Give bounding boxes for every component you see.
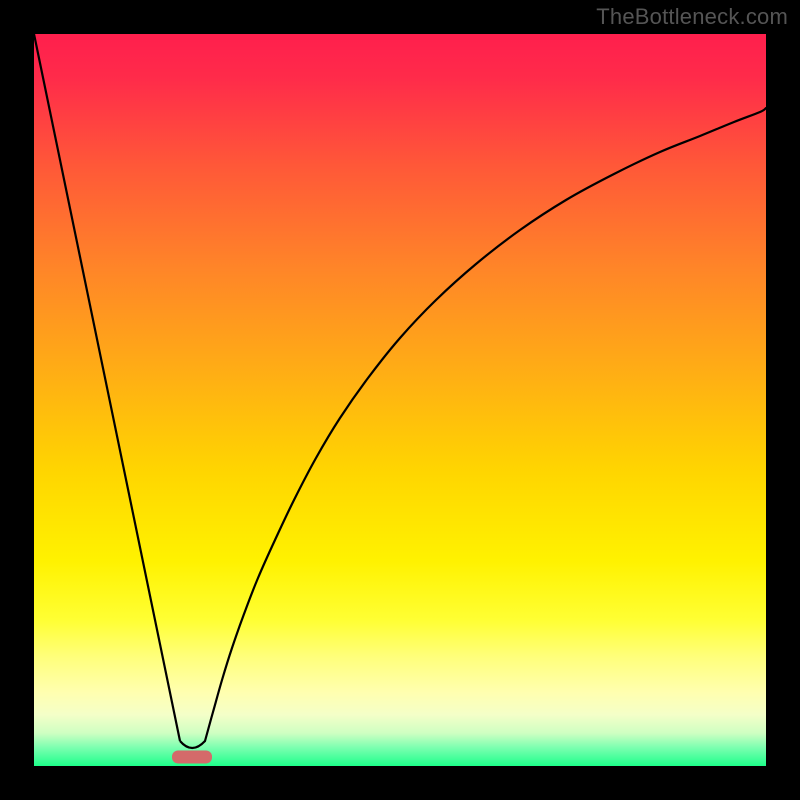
optimal-marker	[172, 751, 212, 764]
chart-container: TheBottleneck.com	[0, 0, 800, 800]
plot-background	[34, 34, 766, 766]
bottleneck-chart	[0, 0, 800, 800]
watermark-text: TheBottleneck.com	[596, 4, 788, 30]
